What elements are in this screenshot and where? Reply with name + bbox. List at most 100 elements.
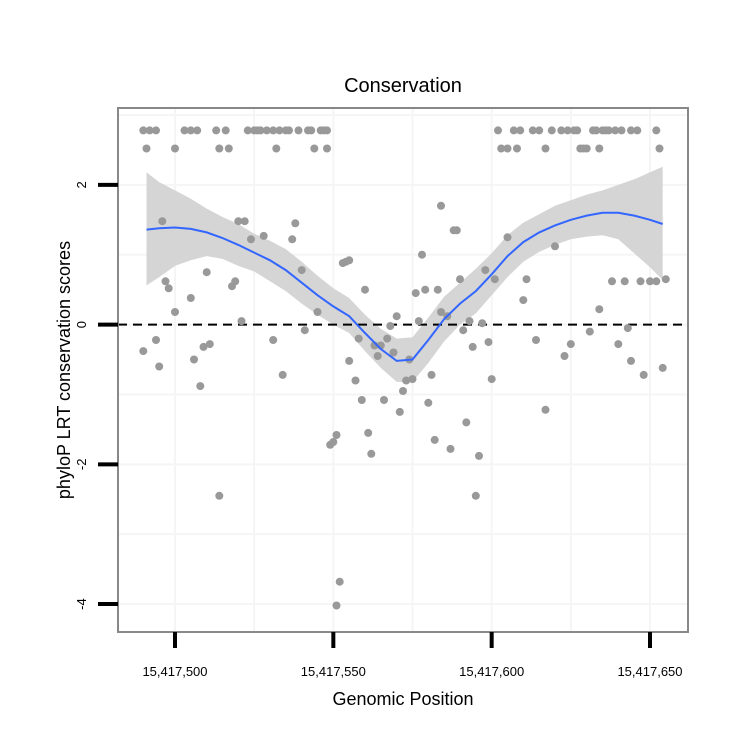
- data-point: [224, 144, 233, 153]
- data-point: [152, 126, 160, 135]
- data-point: [367, 449, 376, 458]
- data-point: [161, 277, 170, 286]
- data-point: [519, 296, 528, 305]
- data-point: [522, 275, 531, 284]
- data-point: [459, 326, 468, 335]
- data-point: [620, 277, 629, 286]
- x-axis: 15,417,500 15,417,550 15,417,600 15,417,650: [142, 632, 683, 679]
- data-point: [212, 126, 221, 135]
- data-point: [446, 444, 455, 453]
- data-point: [231, 277, 240, 286]
- data-point: [389, 348, 398, 357]
- data-point: [335, 577, 344, 586]
- data-point: [323, 144, 331, 153]
- data-point: [294, 126, 303, 135]
- data-point: [171, 308, 179, 316]
- data-point: [639, 370, 648, 379]
- data-point: [313, 308, 322, 316]
- data-point: [345, 356, 354, 365]
- data-point: [611, 126, 620, 135]
- data-point: [646, 277, 654, 286]
- data-point: [541, 405, 550, 414]
- data-point: [661, 275, 670, 284]
- data-point: [430, 435, 439, 444]
- y-tick-label: 2: [74, 181, 89, 188]
- x-axis-label: Genomic Position: [332, 689, 473, 709]
- confidence-ribbon: [146, 166, 663, 382]
- data-point: [310, 144, 319, 153]
- data-point: [604, 126, 613, 135]
- data-point: [285, 126, 293, 135]
- data-point: [215, 491, 224, 500]
- data-point: [636, 277, 645, 286]
- data-point: [592, 126, 601, 135]
- data-point: [414, 317, 423, 326]
- data-point: [614, 340, 623, 349]
- data-point: [243, 126, 252, 135]
- data-point: [503, 233, 512, 242]
- data-point: [240, 217, 249, 226]
- data-point: [139, 347, 148, 356]
- x-tick-label: 15,417,550: [301, 664, 366, 679]
- data-point: [247, 235, 255, 244]
- data-point: [221, 126, 230, 135]
- x-tick-label: 15,417,650: [617, 664, 682, 679]
- data-point: [411, 289, 420, 298]
- data-point: [186, 126, 195, 135]
- data-point: [323, 126, 331, 135]
- data-point: [513, 144, 521, 153]
- data-point: [269, 336, 278, 344]
- x-tick-label: 15,417,500: [142, 664, 207, 679]
- data-point: [481, 266, 490, 275]
- data-point: [503, 144, 512, 153]
- data-point: [202, 268, 211, 277]
- data-point: [516, 126, 525, 135]
- data-point: [237, 317, 246, 326]
- y-tick-label: -2: [74, 459, 89, 471]
- data-point: [532, 336, 540, 344]
- data-point: [329, 438, 338, 446]
- data-point: [190, 355, 198, 364]
- data-point: [547, 126, 556, 135]
- y-tick-label: -4: [74, 598, 89, 610]
- data-point: [465, 317, 474, 326]
- data-point: [528, 126, 537, 135]
- data-point: [497, 144, 506, 153]
- x-tick-label: 15,417,600: [459, 664, 524, 679]
- data-point: [437, 308, 445, 316]
- data-point: [541, 144, 550, 153]
- scatter-points: [139, 126, 670, 610]
- data-point: [471, 491, 480, 500]
- data-point: [462, 418, 471, 427]
- data-point: [272, 144, 281, 153]
- panel-border: [117, 107, 689, 633]
- data-point: [392, 312, 401, 321]
- data-point: [142, 144, 151, 153]
- data-point: [332, 431, 341, 439]
- data-point: [164, 284, 173, 293]
- data-point: [275, 126, 284, 135]
- data-point: [262, 126, 271, 135]
- data-point: [357, 396, 366, 404]
- data-point: [627, 356, 635, 365]
- smooth-line: [146, 211, 664, 362]
- data-point: [484, 338, 493, 347]
- data-point: [608, 277, 616, 286]
- data-point: [256, 126, 265, 135]
- confidence-ribbon-layer: [146, 166, 663, 382]
- data-point: [193, 126, 202, 135]
- data-point: [585, 327, 594, 336]
- data-point: [395, 407, 404, 416]
- data-point: [205, 340, 214, 349]
- data-point: [380, 396, 388, 404]
- data-point: [351, 376, 360, 385]
- data-point: [155, 362, 164, 371]
- data-point: [475, 451, 483, 460]
- chart-title: Conservation: [344, 75, 462, 97]
- data-point: [145, 126, 154, 135]
- data-point: [152, 336, 160, 344]
- data-point: [573, 126, 582, 135]
- data-point: [595, 144, 604, 153]
- data-point: [297, 266, 306, 275]
- data-point: [215, 144, 224, 153]
